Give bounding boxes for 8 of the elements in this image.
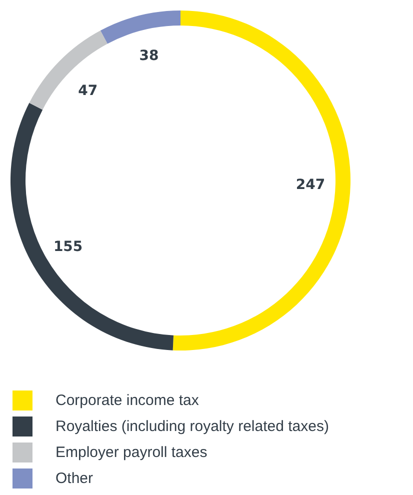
legend-label: Employer payroll taxes: [56, 444, 208, 461]
data-label: 247: [296, 176, 326, 193]
legend-label: Royalties (including royalty related taxes): [56, 418, 329, 435]
data-label: 47: [78, 82, 98, 99]
legend-label: Corporate income tax: [56, 392, 200, 409]
data-label: 38: [139, 48, 159, 64]
legend-label: Other: [56, 470, 94, 487]
data-label: 155: [53, 239, 83, 256]
